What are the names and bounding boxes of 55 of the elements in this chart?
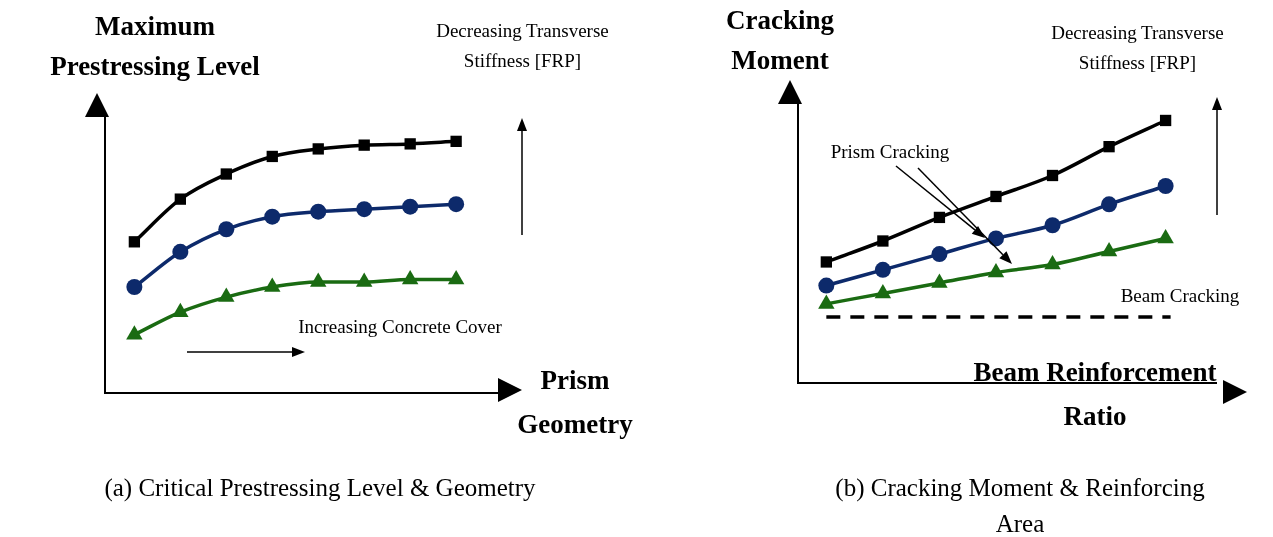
y-axis-title: Cracking Moment [725,4,835,77]
point [358,139,370,151]
point [401,269,419,285]
annotation: Increasing Concrete Cover [297,315,503,339]
point [404,138,416,150]
point [1159,114,1172,127]
point [264,277,281,292]
point [220,168,232,180]
text: Decreasing Transverse Stiffness [FRP] [1050,21,1225,75]
y-axis-title: Maximum Prestressing Level [49,10,261,83]
point [126,325,143,340]
point [1044,255,1061,270]
point [987,262,1005,278]
point [1103,141,1115,153]
point [448,196,465,213]
point [310,272,327,287]
point [877,235,889,247]
ref-line-label: Beam Cracking [1119,284,1241,308]
point [1157,177,1174,194]
point [218,287,235,302]
point [987,230,1004,247]
point [1101,196,1118,213]
point [264,208,281,225]
point [1100,241,1118,257]
point [172,302,189,317]
x-axis-title: Beam Reinforcement Ratio [972,356,1218,433]
point [874,283,892,299]
text: Decreasing Transverse Stiffness [FRP] [435,19,610,73]
point [818,277,835,294]
point [818,294,835,309]
point [355,272,373,287]
point [1157,228,1174,244]
point [1046,169,1059,182]
point [402,198,419,215]
point [1044,217,1061,234]
point [931,246,948,263]
point [172,243,189,260]
point [933,211,946,224]
point [447,269,465,285]
point [128,236,141,248]
point [312,143,324,155]
annotation: Prism Cracking [829,140,951,164]
point [931,273,948,288]
text: (a) Critical Prestressing Level & Geometry [103,473,537,504]
point [310,203,327,220]
x-axis-title: Prism Geometry [516,364,634,441]
point [450,135,462,148]
point [820,256,832,268]
point [218,221,235,238]
point [990,190,1002,203]
point [266,150,278,163]
point [356,201,373,218]
point [174,193,186,205]
point [874,261,891,278]
text: (b) Cracking Moment & Reinforcing Area [834,473,1206,537]
